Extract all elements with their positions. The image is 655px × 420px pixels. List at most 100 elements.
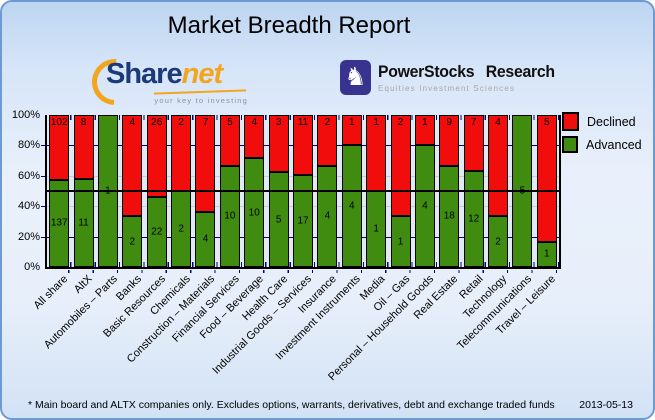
bar-advanced-count: 10 — [224, 210, 236, 222]
bar-advanced-count: 4 — [422, 200, 428, 212]
bar-advanced-count: 4 — [348, 200, 355, 212]
bar-declined-segment: 9 — [439, 115, 460, 166]
powerstocks-subtitle: Equities Investment Sciences — [378, 83, 516, 93]
bar-declined-segment: 1 — [414, 115, 435, 146]
y-axis-tick-label: 100% — [11, 109, 40, 121]
bar-declined-count: 9 — [446, 117, 453, 128]
declined-swatch-icon — [562, 112, 579, 131]
legend-row-declined: Declined — [562, 112, 642, 131]
bar-advanced-segment: 5 — [268, 172, 289, 267]
bar-declined-count: 7 — [470, 117, 477, 128]
bar-advanced-segment: 2 — [488, 216, 509, 267]
bar-declined-segment: 1 — [341, 115, 362, 146]
bar-advanced-segment: 4 — [317, 165, 338, 267]
bar-advanced-segment: 12 — [463, 171, 484, 267]
bar-declined-count: 4 — [495, 117, 501, 128]
bar-advanced-segment: 4 — [195, 211, 216, 267]
bar-advanced-segment: 2 — [171, 191, 192, 267]
y-axis-tick-label: 20% — [17, 230, 40, 243]
sharenet-word-share: Share — [106, 58, 183, 90]
bar-declined-count: 8 — [80, 117, 87, 128]
bar-declined-segment: 5 — [536, 115, 557, 242]
bar-advanced-count: 2 — [178, 223, 184, 235]
powerstocks-title: PowerStocks Research — [378, 62, 555, 81]
bar-advanced-segment: 4 — [341, 145, 362, 267]
x-axis-category-label: All share — [31, 273, 71, 312]
advanced-swatch-icon — [562, 136, 578, 153]
footer: * Main board and ALTX companies only. Ex… — [28, 399, 633, 411]
bar-declined-count: 1 — [373, 117, 379, 128]
bar-declined-segment: 3 — [268, 115, 289, 172]
bar-declined-segment: 5 — [219, 115, 240, 166]
footer-date: 2013-05-13 — [579, 399, 633, 411]
bar-declined-segment: 7 — [463, 115, 484, 171]
knight-icon: ♞ — [340, 60, 371, 95]
bar-declined-segment: 2 — [171, 115, 192, 191]
y-axis-tick-mark — [41, 206, 45, 208]
bar-advanced-segment: 17 — [293, 174, 313, 267]
bar-advanced-count: 4 — [324, 210, 331, 222]
bar-advanced-count: 22 — [151, 226, 163, 238]
bar-declined-count: 5 — [544, 117, 550, 128]
bar-advanced-segment: 2 — [122, 216, 143, 267]
bar-declined-count: 4 — [251, 117, 258, 128]
bar-advanced-count: 4 — [202, 233, 209, 245]
bar-advanced-count: 2 — [495, 236, 501, 248]
bar-declined-count: 7 — [202, 117, 209, 128]
bar-declined-segment: 102 — [49, 115, 70, 180]
bar-advanced-count: 2 — [129, 236, 136, 248]
fifty-percent-line — [45, 190, 561, 192]
bar-advanced-segment: 137 — [49, 179, 70, 267]
y-axis-tick-label: 60% — [17, 169, 40, 182]
bar-declined-count: 3 — [275, 117, 282, 128]
bar-declined-segment: 26 — [146, 115, 167, 198]
y-axis-tick-mark — [41, 175, 45, 177]
bar-advanced-count: 12 — [468, 213, 480, 225]
bar-declined-segment: 4 — [488, 115, 509, 217]
bar-advanced-count: 11 — [78, 217, 89, 229]
bar-declined-count: 2 — [397, 117, 404, 128]
bar-declined-segment: 7 — [195, 115, 216, 212]
legend-label-advanced: Advanced — [586, 137, 642, 152]
bar-advanced-segment: 10 — [219, 165, 240, 267]
bar-declined-count: 2 — [178, 117, 184, 128]
bar-advanced-segment: 18 — [439, 165, 460, 267]
bar-advanced-count: 18 — [443, 210, 455, 222]
y-axis-tick-label: 0% — [24, 261, 40, 273]
bar-declined-segment: 2 — [390, 115, 411, 217]
bar-advanced-count: 17 — [297, 215, 309, 227]
bar-declined-segment: 1 — [366, 115, 387, 191]
sharenet-logo: Sharenet your key to investing — [82, 49, 261, 115]
powerstocks-logo: ♞ PowerStocks Research Equities Investme… — [340, 60, 568, 95]
bar-advanced-segment: 4 — [414, 145, 435, 267]
sharenet-wordmark: Sharenet — [106, 58, 223, 91]
sharenet-word-net: net — [181, 58, 223, 90]
chart-legend: Declined Advanced — [562, 112, 642, 158]
bar-advanced-segment: 1 — [390, 216, 411, 267]
y-axis-tick-label: 80% — [17, 139, 40, 152]
bar-declined-count: 1 — [348, 117, 355, 128]
bar-advanced-segment: 1 — [366, 191, 387, 267]
y-axis-tick-mark — [41, 145, 45, 147]
bar-declined-count: 5 — [227, 117, 233, 128]
bar-advanced-count: 5 — [275, 214, 282, 225]
y-axis-tick-mark — [41, 236, 45, 238]
bar-advanced-segment: 11 — [73, 179, 94, 267]
bar-declined-segment: 4 — [122, 115, 143, 217]
sharenet-tagline: your key to investing — [154, 96, 248, 105]
bar-advanced-count: 1 — [373, 223, 379, 235]
bar-declined-count: 11 — [297, 117, 309, 128]
bar-declined-count: 4 — [129, 117, 136, 128]
legend-label-declined: Declined — [587, 114, 636, 129]
chart-plot-area: 102 137 8 11 1 4 2 26 22 2 2 7 4 5 10 4 10 3 5 11 17 2 4 1 4 1 1 2 1… — [45, 115, 561, 269]
footer-note: * Main board and ALTX companies only. Ex… — [28, 399, 555, 411]
bar-declined-segment: 8 — [73, 115, 94, 179]
bar-declined-segment: 4 — [244, 115, 265, 159]
bar-advanced-count: 10 — [248, 207, 260, 219]
bar-declined-segment: 11 — [293, 115, 313, 175]
bar-advanced-segment: 22 — [146, 197, 167, 267]
bar-advanced-count: 137 — [50, 217, 68, 229]
bar-declined-count: 26 — [151, 117, 163, 128]
bar-advanced-count: 1 — [397, 236, 404, 248]
